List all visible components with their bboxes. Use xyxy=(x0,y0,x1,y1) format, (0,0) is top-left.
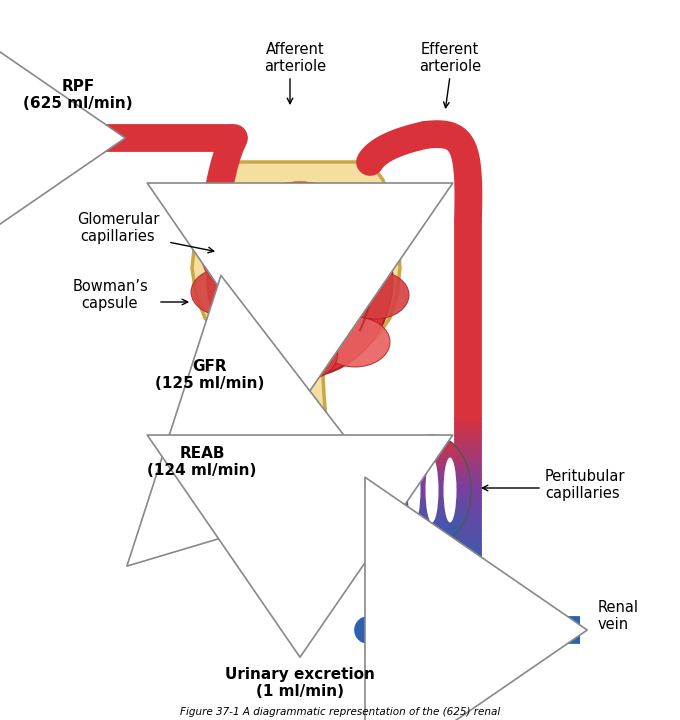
Text: Efferent
arteriole: Efferent arteriole xyxy=(419,42,481,74)
Ellipse shape xyxy=(270,233,330,287)
Ellipse shape xyxy=(320,317,390,367)
Ellipse shape xyxy=(262,329,337,381)
Text: RPF
(625 ml/min): RPF (625 ml/min) xyxy=(23,78,133,111)
Polygon shape xyxy=(192,162,400,600)
Text: Bowman’s
capsule: Bowman’s capsule xyxy=(72,279,148,311)
Text: Peritubular
capillaries: Peritubular capillaries xyxy=(545,469,626,501)
Ellipse shape xyxy=(260,192,340,248)
Text: Urinary excretion
(1 ml/min): Urinary excretion (1 ml/min) xyxy=(225,667,375,699)
Text: REAB
(124 ml/min): REAB (124 ml/min) xyxy=(148,446,256,478)
Text: Afferent
arteriole: Afferent arteriole xyxy=(264,42,326,74)
Ellipse shape xyxy=(209,315,281,365)
Ellipse shape xyxy=(341,271,409,319)
Ellipse shape xyxy=(426,457,439,523)
Text: Glomerular
capillaries: Glomerular capillaries xyxy=(77,212,159,244)
Ellipse shape xyxy=(407,457,420,523)
Ellipse shape xyxy=(210,217,280,267)
Text: Renal
vein: Renal vein xyxy=(598,600,639,632)
Text: Figure 37-1 A diagrammatic representation of the (625) renal: Figure 37-1 A diagrammatic representatio… xyxy=(180,707,500,717)
Text: GFR
(125 ml/min): GFR (125 ml/min) xyxy=(155,359,265,391)
Ellipse shape xyxy=(301,272,359,318)
Ellipse shape xyxy=(191,268,259,316)
Ellipse shape xyxy=(241,272,299,318)
Ellipse shape xyxy=(207,182,392,377)
Ellipse shape xyxy=(319,217,391,267)
Ellipse shape xyxy=(443,457,456,523)
